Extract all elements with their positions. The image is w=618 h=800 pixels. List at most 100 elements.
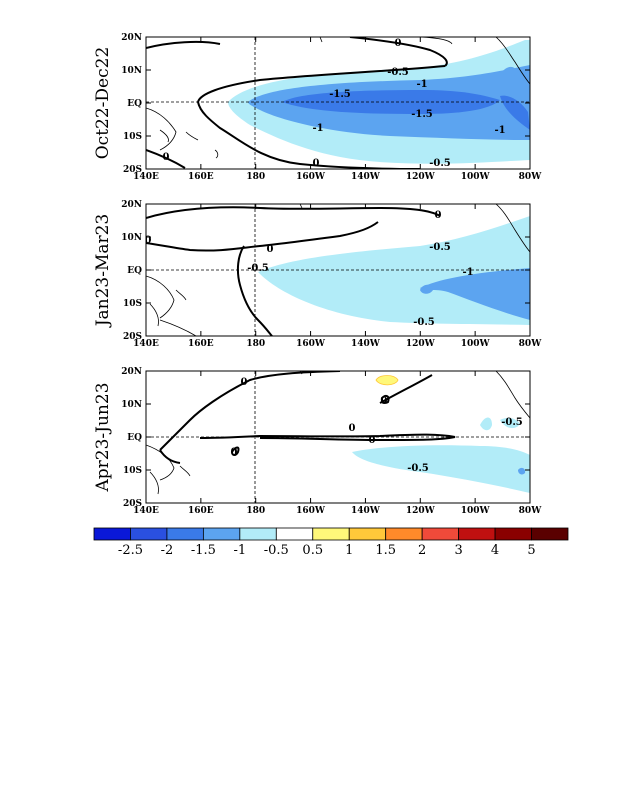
- land-outline: [146, 371, 530, 495]
- contour-label: 0: [313, 158, 320, 169]
- shading-0.5: [352, 417, 530, 493]
- contour-label: 0: [349, 423, 356, 434]
- panel-2: 0 0 0 -0.5 -0.5 -1 -0.5: [145, 204, 530, 336]
- colorbar-swatch: [385, 527, 423, 541]
- panel-3: 0 0 0 0 0 -0.5 -0.5: [146, 371, 530, 495]
- contour-label: 0: [231, 447, 238, 458]
- contour-label: 0: [241, 377, 248, 388]
- land-outline: [146, 37, 530, 159]
- x-tick-label: 160W: [296, 506, 326, 516]
- x-tick-label: 160E: [188, 506, 214, 516]
- colorbar-label: 1.5: [375, 543, 396, 558]
- contour-label: -1: [416, 79, 427, 90]
- colorbar-swatch: [421, 527, 460, 541]
- x-tick-label: 100W: [461, 172, 491, 182]
- y-tick-label: 10S: [123, 132, 142, 142]
- zero-contour: [159, 371, 456, 464]
- colorbar-label: 1: [345, 543, 353, 558]
- y-tick-label: EQ: [127, 433, 142, 443]
- contour-label: 0: [163, 152, 170, 163]
- colorbar-label: 0.5: [302, 543, 323, 558]
- x-tick-label: 160W: [296, 339, 326, 349]
- contour-label: -0.5: [247, 263, 269, 274]
- colorbar-swatch: [312, 527, 350, 541]
- y-tick-label: 20S: [123, 165, 142, 175]
- colorbar-swatch: [202, 527, 241, 541]
- colorbar-label: 5: [527, 543, 535, 558]
- period-label: Oct22-Dec22: [93, 47, 113, 160]
- contour-label: 0: [435, 210, 442, 221]
- contour-label: -1.5: [411, 109, 433, 120]
- contour-label: -0.5: [387, 67, 409, 78]
- colorbar-label: -2.5: [118, 543, 143, 558]
- x-tick-label: 100W: [461, 506, 491, 516]
- axes: 140E 160E 180 160W 140W 120W 100W 80W 20N 10N EQ 10…: [121, 33, 542, 516]
- reference-lines: [146, 37, 530, 503]
- contour-label: -0.5: [501, 417, 523, 428]
- shading-1.0: [420, 268, 530, 320]
- y-tick-label: 10N: [121, 66, 142, 76]
- contour-label: -0.5: [413, 317, 435, 328]
- period-label: Apr23-Jun23: [93, 382, 113, 492]
- contour-label: -1: [312, 123, 323, 134]
- colorbar-swatch: [348, 527, 387, 541]
- contour-labels: 0 0 0 -0.5 -1 -1.5 -1.5 -1 -1 -0.5: [163, 38, 506, 169]
- x-tick-label: 140W: [351, 172, 381, 182]
- contour-label: -0.5: [429, 158, 451, 169]
- contour-label: -1: [494, 125, 505, 136]
- x-tick-label: 160E: [188, 339, 214, 349]
- contour-label: -0.5: [429, 242, 451, 253]
- y-tick-label: 20S: [123, 332, 142, 342]
- contour-labels: 0 0 0 -0.5 -0.5 -1 -0.5: [145, 210, 474, 328]
- colorbar-swatch: [130, 527, 168, 541]
- colorbar-label: 2: [418, 543, 426, 558]
- x-tick-label: 140E: [133, 172, 159, 182]
- y-tick-label: 10S: [123, 466, 142, 476]
- y-tick-label: EQ: [127, 266, 142, 276]
- y-tick-label: 20N: [121, 200, 142, 210]
- y-tick-label: 20N: [121, 33, 142, 43]
- x-tick-label: 140W: [351, 506, 381, 516]
- colorbar-label: 4: [491, 543, 499, 558]
- colorbar-swatch: [458, 527, 496, 541]
- y-tick-label: 10N: [121, 400, 142, 410]
- x-tick-label: 180: [246, 506, 265, 516]
- x-tick-label: 120W: [406, 506, 436, 516]
- land-outline: [146, 204, 530, 336]
- x-tick-label: 180: [246, 172, 265, 182]
- colorbar-label: -0.5: [264, 543, 289, 558]
- colorbar-swatch: [275, 527, 314, 541]
- x-tick-label: 180: [246, 339, 265, 349]
- contour-label: 0: [145, 235, 152, 246]
- x-tick-label: 160E: [188, 172, 214, 182]
- contour-label: 0: [369, 435, 376, 446]
- x-tick-label: 80W: [519, 506, 543, 516]
- contour-label: -0.5: [407, 463, 429, 474]
- shading-0.5: [258, 216, 530, 325]
- colorbar-swatch: [494, 527, 532, 541]
- zero-contour: [146, 206, 441, 336]
- contour-label: -1: [462, 267, 473, 278]
- x-tick-label: 120W: [406, 172, 436, 182]
- y-tick-label: EQ: [127, 99, 142, 109]
- colorbar-swatch: [166, 527, 204, 541]
- contour-label: -1.5: [329, 89, 351, 100]
- colorbar: -2.5 -2 -1.5 -1 -0.5 0.5 1 1.5 2 3 4 5: [93, 527, 569, 558]
- contour-label: 0: [267, 244, 274, 255]
- contour-label: 0: [381, 396, 388, 407]
- x-tick-label: 100W: [461, 339, 491, 349]
- colorbar-label: 3: [454, 543, 462, 558]
- colorbar-label: -2: [161, 543, 174, 558]
- y-tick-label: 20S: [123, 499, 142, 509]
- x-tick-label: 140E: [133, 506, 159, 516]
- y-tick-label: 20N: [121, 367, 142, 377]
- y-tick-label: 10S: [123, 299, 142, 309]
- x-tick-label: 140E: [133, 339, 159, 349]
- shading-positive-0.5: [375, 375, 399, 386]
- zero-contour: [146, 37, 448, 169]
- contour-labels: 0 0 0 0 0 -0.5 -0.5: [231, 377, 523, 474]
- colorbar-swatch: [531, 527, 569, 541]
- contour-label: 0: [395, 38, 402, 49]
- colorbar-label: -1.5: [191, 543, 216, 558]
